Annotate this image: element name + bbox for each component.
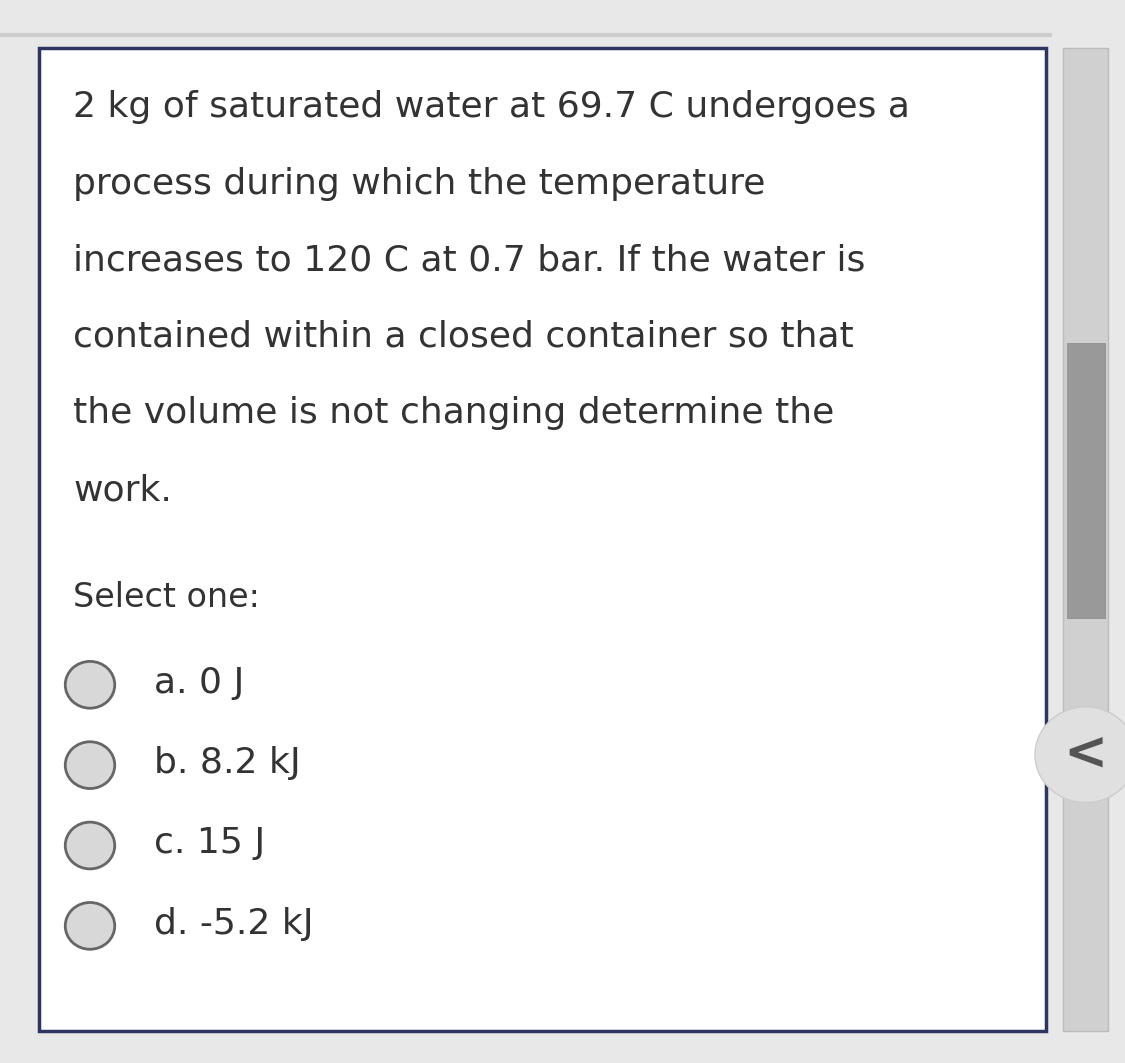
Bar (1066, 342, 1105, 619)
Circle shape (1035, 707, 1125, 803)
Text: <: < (1063, 729, 1108, 780)
Text: c. 15 J: c. 15 J (154, 826, 266, 860)
Circle shape (65, 661, 115, 708)
Text: work.: work. (73, 473, 172, 507)
Text: d. -5.2 kJ: d. -5.2 kJ (154, 907, 314, 941)
Text: process during which the temperature: process during which the temperature (73, 167, 765, 201)
Circle shape (65, 742, 115, 789)
Text: the volume is not changing determine the: the volume is not changing determine the (73, 396, 835, 431)
FancyBboxPatch shape (39, 48, 1046, 1031)
Text: a. 0 J: a. 0 J (154, 665, 244, 699)
Text: contained within a closed container so that: contained within a closed container so t… (73, 320, 854, 354)
Circle shape (65, 822, 115, 868)
Text: 2 kg of saturated water at 69.7 C undergoes a: 2 kg of saturated water at 69.7 C underg… (73, 90, 910, 124)
Circle shape (65, 902, 115, 949)
Text: Select one:: Select one: (73, 581, 260, 614)
Text: b. 8.2 kJ: b. 8.2 kJ (154, 746, 300, 780)
Text: increases to 120 C at 0.7 bar. If the water is: increases to 120 C at 0.7 bar. If the wa… (73, 243, 865, 277)
Bar (1063, 48, 1108, 1031)
